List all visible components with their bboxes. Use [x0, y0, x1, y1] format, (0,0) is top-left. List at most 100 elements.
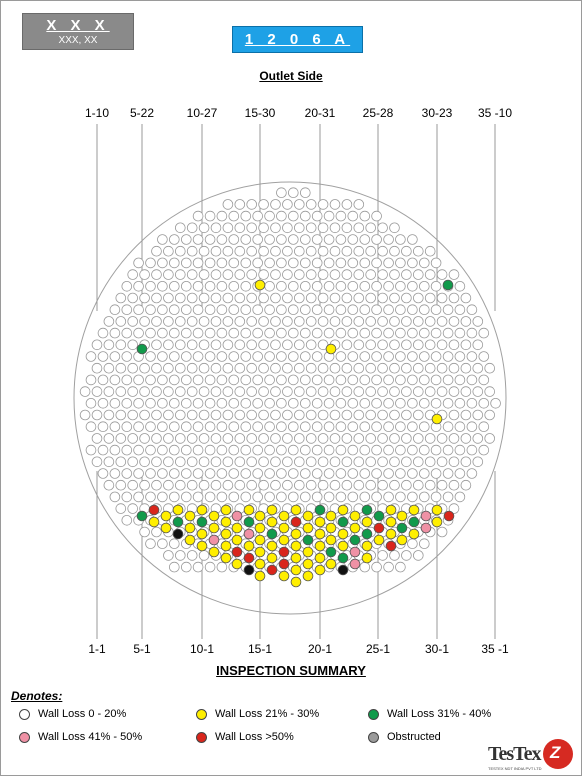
legend-white-label: Wall Loss 0 - 20% — [38, 708, 127, 720]
tube — [264, 257, 275, 269]
tube — [234, 316, 246, 327]
defect-tube-red — [373, 522, 385, 534]
tube — [222, 199, 234, 210]
tube — [186, 362, 198, 374]
tube — [181, 468, 192, 479]
tube — [335, 468, 347, 479]
tube — [139, 292, 150, 304]
tube — [317, 292, 329, 304]
tube — [175, 292, 186, 304]
tube — [204, 397, 216, 409]
tube — [246, 456, 258, 468]
tube — [365, 269, 377, 280]
tube — [121, 444, 133, 456]
tube — [335, 374, 347, 386]
tube — [210, 269, 222, 280]
tube — [448, 433, 460, 444]
tube — [210, 479, 222, 491]
tube — [181, 444, 192, 456]
tube — [383, 561, 394, 573]
tube — [115, 386, 127, 397]
tube — [228, 351, 240, 362]
tube — [151, 456, 162, 468]
defect-tube-green — [136, 343, 148, 355]
tube — [383, 397, 394, 409]
tube — [109, 304, 121, 316]
tube — [270, 339, 281, 351]
tube — [228, 421, 240, 433]
tube — [299, 257, 311, 269]
tube — [287, 257, 299, 269]
defect-tube-yellow — [231, 558, 243, 570]
tube — [175, 433, 186, 444]
tube — [163, 245, 174, 257]
tube — [103, 433, 115, 444]
defect-tube-yellow — [290, 528, 302, 540]
tube — [204, 327, 216, 339]
tube — [293, 316, 305, 327]
tube — [401, 339, 412, 351]
tube — [115, 456, 127, 468]
tube — [412, 316, 424, 327]
tube — [341, 316, 353, 327]
tube — [347, 444, 359, 456]
tube — [216, 210, 228, 222]
tube — [210, 245, 222, 257]
tube — [252, 304, 264, 316]
tube — [157, 421, 168, 433]
tube — [329, 316, 341, 327]
tube — [276, 210, 287, 222]
tube — [383, 444, 394, 456]
tube — [163, 433, 174, 444]
defect-tube-yellow — [349, 510, 361, 522]
tube — [395, 304, 406, 316]
tube — [246, 409, 258, 421]
defect-tube-yellow — [278, 522, 290, 534]
tube — [282, 456, 293, 468]
tube — [401, 456, 412, 468]
tube — [151, 292, 162, 304]
tube — [448, 456, 460, 468]
tube — [371, 561, 382, 573]
tube — [287, 210, 299, 222]
tube — [127, 433, 138, 444]
tube — [293, 199, 305, 210]
defect-tube-yellow — [196, 540, 208, 552]
tube — [276, 397, 287, 409]
tube — [240, 304, 252, 316]
tube — [407, 397, 418, 409]
tube — [329, 386, 341, 397]
tube — [145, 374, 156, 386]
tube — [347, 374, 359, 386]
tube — [430, 468, 442, 479]
tube — [311, 257, 323, 269]
tube — [299, 187, 311, 199]
tube — [430, 351, 442, 362]
tube — [186, 550, 198, 561]
tube — [169, 538, 180, 549]
tube — [359, 421, 371, 433]
tube — [407, 468, 418, 479]
defect-tube-red — [231, 546, 243, 558]
tube — [151, 245, 162, 257]
tube — [466, 468, 478, 479]
tube — [186, 386, 198, 397]
tube — [109, 351, 121, 362]
tube — [353, 339, 365, 351]
tube — [192, 397, 204, 409]
tube — [311, 491, 323, 503]
tube — [472, 316, 484, 327]
tube — [299, 421, 311, 433]
bottom-column-label: 10-1 — [190, 642, 214, 656]
defect-tube-yellow — [385, 516, 397, 528]
defect-tube-yellow — [373, 534, 385, 546]
tube — [371, 304, 382, 316]
tube — [401, 433, 412, 444]
tube — [418, 468, 430, 479]
defect-tube-yellow — [385, 504, 397, 516]
logo-wordmark: TesTex — [488, 743, 542, 765]
tube — [430, 374, 442, 386]
legend-yellow-label: Wall Loss 21% - 30% — [215, 708, 320, 720]
tube — [353, 386, 365, 397]
tube — [109, 397, 121, 409]
